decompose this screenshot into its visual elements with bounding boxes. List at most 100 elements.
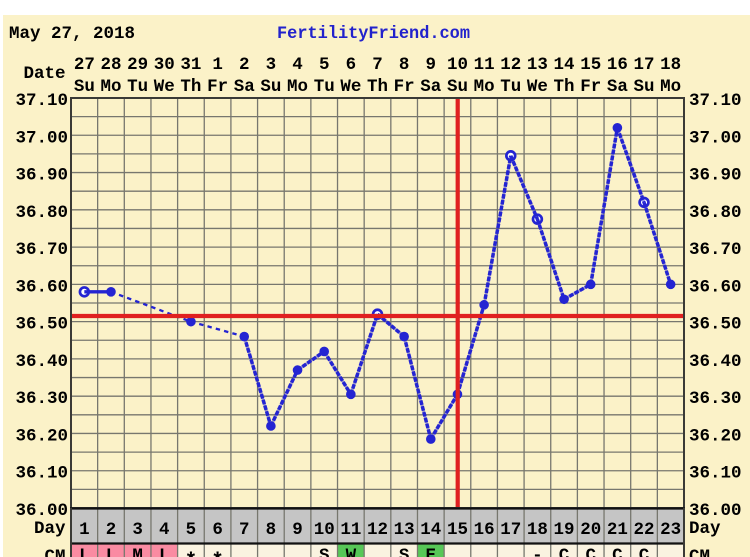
svg-text:37.10: 37.10 [15, 91, 68, 111]
svg-text:5: 5 [319, 55, 330, 75]
svg-text:May 27, 2018: May 27, 2018 [9, 24, 135, 44]
svg-text:18: 18 [660, 55, 681, 75]
svg-text:14: 14 [420, 520, 441, 540]
svg-text:36.00: 36.00 [15, 501, 68, 521]
svg-text:Su: Su [634, 77, 655, 97]
svg-text:Th: Th [180, 77, 201, 97]
svg-text:9: 9 [292, 520, 303, 540]
svg-text:36.90: 36.90 [15, 166, 68, 186]
svg-text:28: 28 [100, 55, 121, 75]
svg-text:9: 9 [426, 55, 437, 75]
svg-text:Tu: Tu [127, 77, 148, 97]
svg-text:36.10: 36.10 [689, 464, 742, 484]
svg-text:36.80: 36.80 [689, 203, 742, 223]
svg-text:30: 30 [154, 55, 175, 75]
svg-text:7: 7 [239, 520, 250, 540]
svg-text:1: 1 [212, 55, 223, 75]
svg-text:S: S [319, 546, 330, 557]
svg-text:36.00: 36.00 [689, 501, 742, 521]
svg-text:C: C [612, 546, 623, 557]
svg-text:Su: Su [260, 77, 281, 97]
svg-text:17: 17 [634, 55, 655, 75]
svg-text:36.80: 36.80 [15, 203, 68, 223]
svg-text:6: 6 [346, 55, 357, 75]
svg-text:7: 7 [372, 55, 383, 75]
svg-text:Th: Th [367, 77, 388, 97]
svg-text:Sa: Sa [420, 77, 442, 97]
svg-text:11: 11 [340, 520, 361, 540]
svg-text:36.70: 36.70 [689, 240, 742, 260]
svg-text:18: 18 [527, 520, 548, 540]
svg-text:29: 29 [127, 55, 148, 75]
svg-text:E: E [426, 546, 437, 557]
svg-text:3: 3 [266, 55, 277, 75]
svg-text:Tu: Tu [314, 77, 335, 97]
svg-text:CM: CM [44, 547, 65, 557]
svg-text:5: 5 [186, 520, 197, 540]
svg-text:36.60: 36.60 [15, 277, 68, 297]
svg-text:13: 13 [394, 520, 415, 540]
svg-text:36.50: 36.50 [689, 315, 742, 335]
svg-text:36.10: 36.10 [15, 464, 68, 484]
svg-text:37.00: 37.00 [15, 128, 68, 148]
svg-text:1: 1 [79, 520, 90, 540]
svg-text:36.40: 36.40 [15, 352, 68, 372]
svg-text:Fr: Fr [394, 77, 415, 97]
svg-text:Tu: Tu [500, 77, 521, 97]
svg-text:4: 4 [159, 520, 170, 540]
svg-text:16: 16 [474, 520, 495, 540]
svg-text:20: 20 [580, 520, 601, 540]
svg-text:10: 10 [314, 520, 335, 540]
svg-text:15: 15 [447, 520, 468, 540]
svg-text:36.20: 36.20 [15, 426, 68, 446]
svg-text:8: 8 [266, 520, 277, 540]
svg-text:37.00: 37.00 [689, 128, 742, 148]
svg-text:36.90: 36.90 [689, 166, 742, 186]
svg-text:Fr: Fr [580, 77, 601, 97]
svg-text:Sa: Sa [234, 77, 256, 97]
svg-text:2: 2 [239, 55, 250, 75]
svg-text:27: 27 [74, 55, 95, 75]
svg-text:Mo: Mo [660, 77, 681, 97]
svg-text:14: 14 [554, 55, 575, 75]
svg-text:36.50: 36.50 [15, 315, 68, 335]
svg-text:C: C [559, 546, 570, 557]
svg-text:C: C [639, 546, 650, 557]
svg-text:*: * [185, 551, 198, 557]
svg-text:36.60: 36.60 [689, 277, 742, 297]
svg-text:Su: Su [447, 77, 468, 97]
svg-text:36.70: 36.70 [15, 240, 68, 260]
svg-text:Th: Th [554, 77, 575, 97]
svg-text:36.20: 36.20 [689, 426, 742, 446]
svg-text:Su: Su [74, 77, 95, 97]
svg-text:8: 8 [399, 55, 410, 75]
svg-text:3: 3 [132, 520, 143, 540]
svg-text:36.30: 36.30 [15, 389, 68, 409]
svg-text:-: - [532, 546, 543, 557]
svg-text:M: M [132, 546, 143, 557]
svg-text:22: 22 [634, 520, 655, 540]
svg-text:Mo: Mo [287, 77, 308, 97]
svg-text:36.40: 36.40 [689, 352, 742, 372]
svg-text:12: 12 [500, 55, 521, 75]
svg-text:19: 19 [554, 520, 575, 540]
svg-text:Mo: Mo [474, 77, 495, 97]
svg-text:Date: Date [23, 64, 65, 84]
svg-text:37.10: 37.10 [689, 91, 742, 111]
svg-text:C: C [585, 546, 596, 557]
svg-text:12: 12 [367, 520, 388, 540]
svg-text:L: L [79, 546, 90, 557]
svg-text:We: We [340, 77, 361, 97]
svg-text:CM: CM [689, 547, 710, 557]
svg-text:11: 11 [474, 55, 495, 75]
svg-text:31: 31 [180, 55, 201, 75]
svg-text:We: We [154, 77, 175, 97]
svg-text:4: 4 [292, 55, 303, 75]
svg-text:Day: Day [34, 519, 66, 539]
svg-text:17: 17 [500, 520, 521, 540]
svg-text:FertilityFriend.com: FertilityFriend.com [277, 24, 470, 44]
svg-text:L: L [159, 546, 170, 557]
svg-text:10: 10 [447, 55, 468, 75]
svg-text:Mo: Mo [100, 77, 121, 97]
svg-text:16: 16 [607, 55, 628, 75]
